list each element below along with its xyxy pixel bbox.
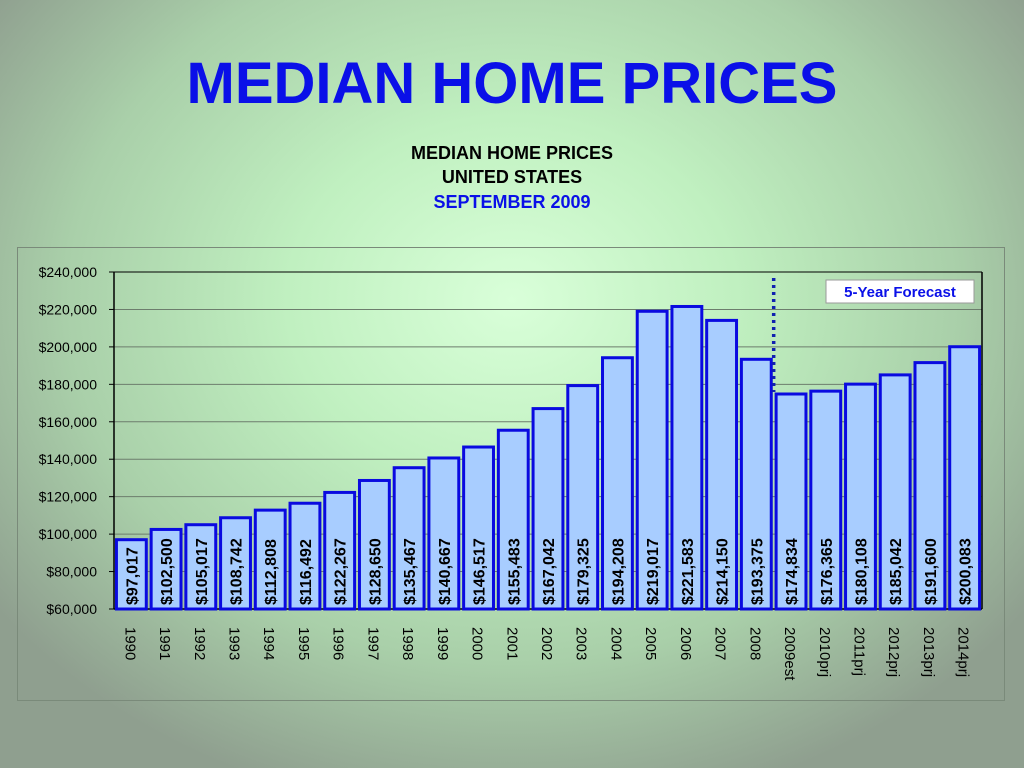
bar-data-label: $214,150 <box>715 538 732 605</box>
x-tick-label: 1997 <box>364 627 381 660</box>
bar <box>219 516 252 611</box>
x-tick-label: 1999 <box>434 627 451 660</box>
bar <box>323 490 357 611</box>
x-tick-label: 2010prj <box>816 627 833 677</box>
chart-subtitle-region: UNITED STATES <box>441 167 583 187</box>
bar-data-label: $219,017 <box>645 538 662 605</box>
bar-data-label: $200,083 <box>958 538 975 605</box>
bar <box>913 361 947 611</box>
x-tick-label: 1995 <box>295 627 312 660</box>
bar <box>739 357 773 611</box>
bar-data-label: $140,667 <box>437 538 454 605</box>
x-tick-label: 2011prj <box>850 627 867 676</box>
bar <box>844 382 877 611</box>
forecast-annotation: 5-Year Forecast <box>844 284 956 301</box>
x-tick-label: 1996 <box>330 627 347 660</box>
x-tick-label: 1991 <box>156 627 173 660</box>
bar <box>392 466 426 611</box>
bar <box>809 389 843 611</box>
chart-frame <box>17 247 1005 701</box>
bar-data-label: $135,467 <box>402 538 419 605</box>
bar-data-label: $180,108 <box>853 538 870 605</box>
x-tick-label: 2000 <box>469 627 486 660</box>
chart-title: MEDIAN HOME PRICES <box>410 143 614 163</box>
x-tick-label: 1990 <box>121 627 138 660</box>
slide-title: MEDIAN HOME PRICES <box>186 51 838 116</box>
y-tick-label: $180,000 <box>39 376 98 392</box>
x-tick-label: 2009est <box>781 627 798 681</box>
bar-data-label: $179,325 <box>576 538 593 605</box>
chart-subtitle-date: SEPTEMBER 2009 <box>433 192 591 212</box>
bar <box>357 478 391 611</box>
bar-data-label: $108,742 <box>229 538 246 605</box>
bar <box>114 538 148 611</box>
bar <box>705 318 739 611</box>
x-tick-label: 2005 <box>642 627 659 660</box>
bar <box>184 523 218 611</box>
x-tick-label: 2001 <box>503 627 520 660</box>
bar-data-label: $155,483 <box>506 538 523 605</box>
bar-data-label: $112,808 <box>263 539 280 605</box>
bar-data-label: $185,042 <box>888 538 905 605</box>
y-tick-label: $100,000 <box>39 526 98 542</box>
bar-data-label: $221,583 <box>680 538 697 605</box>
x-tick-label: 2013prj <box>920 627 937 677</box>
bar <box>427 456 461 611</box>
x-tick-label: 2004 <box>607 627 624 660</box>
bar <box>670 304 704 611</box>
y-tick-label: $160,000 <box>39 414 98 430</box>
x-tick-label: 2003 <box>573 627 590 660</box>
bar <box>462 445 495 611</box>
bar <box>288 501 322 611</box>
y-tick-label: $140,000 <box>39 451 98 467</box>
bar <box>566 384 600 611</box>
x-tick-label: 2007 <box>712 627 729 660</box>
x-tick-label: 2014prj <box>955 627 972 677</box>
y-tick-label: $240,000 <box>39 264 98 280</box>
forecast-annotation-box <box>825 279 975 304</box>
bar <box>635 309 669 611</box>
bar-data-label: $176,365 <box>819 538 836 605</box>
bar <box>948 345 982 611</box>
y-tick-label: $220,000 <box>39 301 98 317</box>
bar-data-label: $174,834 <box>784 538 801 605</box>
bar-data-label: $128,650 <box>367 538 384 605</box>
bar <box>496 428 530 611</box>
bar <box>253 508 287 611</box>
y-tick-label: $80,000 <box>46 564 97 580</box>
bar-data-label: $191,600 <box>923 538 940 605</box>
bar-data-label: $193,375 <box>749 538 766 605</box>
bar <box>774 392 808 611</box>
y-tick-label: $200,000 <box>39 339 98 355</box>
bar-data-label: $122,267 <box>333 538 350 605</box>
x-tick-label: 2006 <box>677 627 694 660</box>
bar <box>601 356 634 611</box>
bar-data-label: $146,517 <box>472 538 489 605</box>
x-tick-label: 2008 <box>746 627 763 660</box>
x-tick-label: 1993 <box>226 627 243 660</box>
x-tick-label: 2012prj <box>885 627 902 677</box>
x-tick-label: 1998 <box>399 627 416 660</box>
bar-data-label: $194,208 <box>610 538 627 605</box>
y-tick-label: $120,000 <box>39 489 98 505</box>
bar <box>878 373 912 611</box>
x-tick-label: 2002 <box>538 627 555 660</box>
y-tick-label: $60,000 <box>46 601 97 617</box>
bar <box>531 407 565 611</box>
bar-data-label: $97,017 <box>124 547 141 605</box>
x-tick-label: 1992 <box>191 627 208 660</box>
bar <box>149 527 183 611</box>
bar-data-label: $102,500 <box>159 538 176 605</box>
bar-data-label: $116,492 <box>298 539 315 605</box>
bar-data-label: $105,017 <box>194 538 211 605</box>
bar-data-label: $167,042 <box>541 538 558 605</box>
x-tick-label: 1994 <box>260 627 277 660</box>
